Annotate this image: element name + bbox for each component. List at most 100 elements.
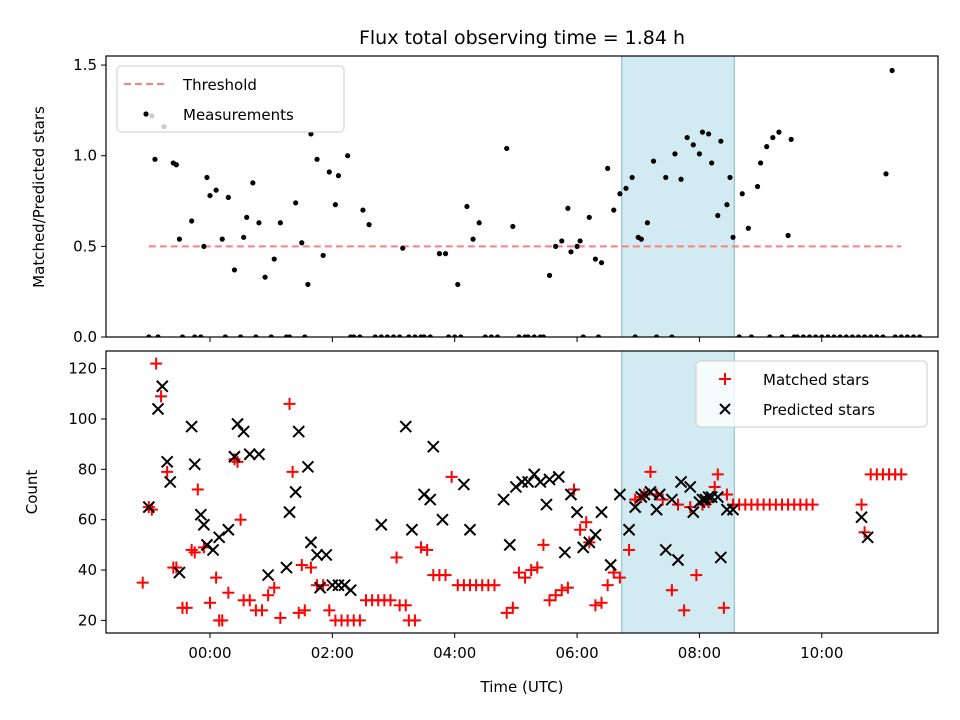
measurement-point: [889, 67, 895, 74]
measurement-point: [351, 334, 357, 337]
y-tick-label: 80: [78, 460, 97, 478]
predicted-point: [243, 448, 256, 461]
predicted-point: [543, 473, 556, 486]
matched-point: [286, 465, 299, 478]
predicted-point: [457, 478, 471, 491]
predicted-point: [726, 503, 740, 516]
measurement-point: [455, 281, 461, 288]
chart-title: Flux total observing time = 1.84 h: [359, 27, 685, 49]
measurement-point: [384, 334, 391, 337]
predicted-point: [436, 513, 449, 526]
matched-point: [672, 498, 684, 511]
measurement-point: [476, 220, 482, 226]
matched-point: [408, 614, 421, 627]
matched-point: [555, 584, 568, 597]
matched-point: [708, 480, 721, 493]
y-tick-label: 120: [68, 360, 97, 378]
predicted-point: [228, 450, 241, 463]
x-tick-label: 10:00: [800, 644, 843, 662]
measurement-point: [757, 160, 764, 166]
y-tick-label: 60: [78, 511, 97, 529]
axes-frame: [105, 55, 939, 338]
measurement-point: [684, 134, 690, 141]
matched-point: [855, 498, 868, 511]
predicted-point: [142, 500, 156, 514]
measurement-point: [225, 194, 231, 201]
measurement-point: [421, 334, 427, 337]
measurement-point: [696, 151, 703, 157]
measurement-point: [611, 207, 617, 213]
bottom-legend-box: [695, 360, 928, 428]
measurement-point: [745, 225, 751, 231]
measurement-point: [669, 334, 675, 337]
matched-point: [155, 390, 168, 403]
y-tick-label: 40: [78, 561, 97, 579]
measurement-point: [779, 334, 785, 337]
measurement-point: [595, 334, 602, 337]
matched-point: [512, 566, 525, 579]
matched-point: [231, 455, 244, 468]
predicted-point: [671, 553, 685, 567]
predicted-point: [280, 561, 293, 574]
bottom-y-axis-label: Count: [23, 470, 41, 515]
measurement-point: [690, 142, 696, 148]
measurement-point: [559, 238, 565, 244]
predicted-point: [160, 455, 174, 468]
measurement-point: [699, 129, 706, 135]
measurement-point: [345, 153, 351, 159]
predicted-point: [564, 488, 578, 501]
measurement-point: [577, 238, 583, 244]
matched-point: [222, 586, 235, 599]
measurement-point: [268, 334, 274, 337]
x-tick-label: 04:00: [433, 644, 476, 662]
measurement-point: [320, 252, 326, 259]
measurement-point: [488, 334, 495, 337]
matched-point: [204, 596, 216, 609]
measurement-point: [314, 156, 320, 162]
predicted-point: [313, 581, 327, 594]
measurement-point: [825, 334, 831, 337]
measurement-point: [192, 334, 198, 337]
measurement-point: [800, 334, 807, 337]
measurement-point: [754, 183, 761, 190]
measurement-point: [546, 272, 553, 278]
predicted-point: [463, 523, 477, 536]
measurement-point: [553, 243, 559, 249]
matched-point: [858, 526, 871, 539]
measurement-point: [767, 334, 773, 337]
measurement-point: [253, 334, 259, 337]
predicted-point: [665, 493, 679, 506]
measurement-point: [904, 334, 911, 337]
measurement-point: [201, 243, 207, 249]
matched-point: [390, 551, 403, 564]
measurement-point: [237, 334, 244, 337]
measurement-point: [653, 334, 660, 337]
matched-point: [180, 601, 193, 614]
predicted-point: [595, 505, 608, 519]
matched-point: [150, 357, 163, 370]
y-tick-label: 100: [68, 410, 97, 428]
predicted-point: [650, 503, 663, 516]
measurement-point: [271, 256, 277, 262]
matched-point: [531, 561, 544, 574]
measurement-point: [837, 334, 843, 337]
predicted-point: [188, 458, 201, 471]
matched-point: [415, 541, 428, 554]
matched-point: [188, 546, 201, 559]
predicted-point: [644, 485, 657, 499]
measurement-point: [189, 218, 195, 224]
measurement-point: [794, 334, 800, 337]
measurement-point: [776, 129, 782, 135]
predicted-point: [528, 468, 541, 481]
matched-point: [525, 564, 538, 577]
matched-point: [445, 470, 458, 483]
measurement-point: [155, 334, 161, 337]
top-plot-area: 0.0 0.5 1.0 1.5: [73, 55, 939, 346]
predicted-point: [503, 538, 516, 552]
bottom-legend: Matched stars Predicted stars: [695, 360, 928, 428]
predicted-point: [344, 583, 357, 597]
measurement-point: [580, 334, 586, 337]
predicted-point: [521, 475, 535, 489]
measurement-point: [256, 220, 262, 226]
measurement-point: [277, 220, 283, 226]
